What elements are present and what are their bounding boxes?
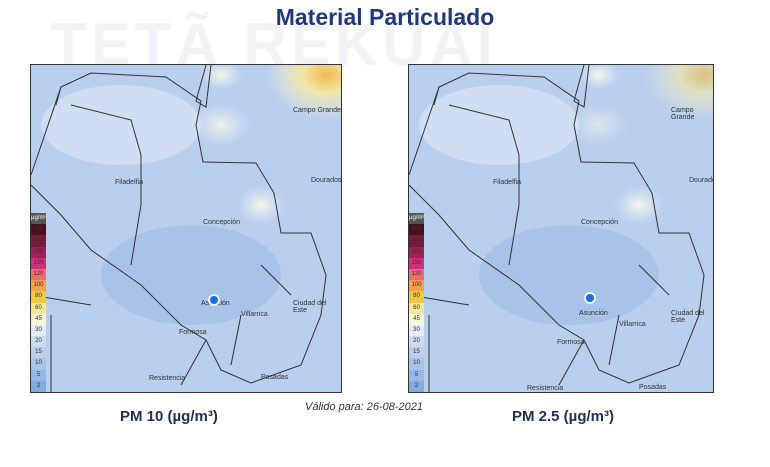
- legend-value: 300: [409, 235, 424, 247]
- page-title: Material Particulado: [275, 4, 495, 30]
- legend-value: 45: [409, 313, 424, 325]
- city-label: Ciudad del Este: [293, 300, 327, 314]
- pm10-map: µg/m³ 500 300 200 150 120 100 80 60 45 30 20 15 10 5 2…: [30, 64, 342, 393]
- legend-value: 5: [409, 369, 424, 381]
- legend-value: 120: [409, 268, 424, 281]
- legend-value: 150: [31, 257, 46, 269]
- legend-value: 45: [31, 313, 46, 325]
- legend-value: 60: [409, 302, 424, 314]
- legend-value: 30: [409, 324, 424, 337]
- location-marker: [584, 292, 596, 304]
- legend-value: 2: [409, 380, 424, 392]
- legend-unit: µg/m³: [409, 213, 424, 225]
- pm25-map: µg/m³ 500 300 200 150 120 100 80 60 45 30 20 15 10 5 2…: [408, 64, 714, 393]
- legend-value: 20: [409, 336, 424, 348]
- legend-value: 2: [31, 380, 46, 392]
- legend-value: 150: [409, 257, 424, 269]
- city-label: Ciudad del Este: [671, 310, 705, 324]
- location-marker: [208, 294, 220, 306]
- city-label: Villarrica: [619, 321, 646, 328]
- city-label: Formosa: [557, 339, 585, 346]
- color-legend: µg/m³ 500 300 200 150 120 100 80 60 45 30 20 15 10 5 2: [31, 213, 46, 392]
- legend-unit: µg/m³: [31, 213, 46, 225]
- map-background: [31, 65, 341, 392]
- pm10-caption: PM 10 (µg/m³): [120, 408, 218, 425]
- legend-value: 80: [31, 291, 46, 303]
- legend-value: 100: [409, 280, 424, 292]
- legend-value: 100: [31, 280, 46, 292]
- legend-value: 300: [31, 235, 46, 247]
- legend-value: 80: [409, 291, 424, 303]
- legend-value: 15: [31, 347, 46, 359]
- legend-value: 200: [31, 246, 46, 258]
- city-label: Filadelfia: [115, 179, 144, 186]
- city-label: Villarrica: [241, 311, 268, 318]
- legend-value: 120: [31, 268, 46, 281]
- city-label: Dourados: [311, 177, 342, 184]
- pm25-caption: PM 2.5 (µg/m³): [512, 408, 614, 425]
- city-label: Resistencia: [149, 375, 186, 382]
- city-label: Formosa: [179, 329, 207, 336]
- valid-date: Válido para: 26-08-2021: [305, 401, 424, 413]
- city-label: Posadas: [639, 384, 667, 391]
- legend-value: 10: [31, 358, 46, 370]
- color-legend: µg/m³ 500 300 200 150 120 100 80 60 45 30 20 15 10 5 2: [409, 213, 424, 392]
- city-label: Posadas: [261, 374, 289, 381]
- legend-value: 30: [31, 324, 46, 337]
- city-label: Asunción: [579, 310, 608, 317]
- city-label: Campo Grande: [671, 107, 695, 121]
- city-label: Concepción: [581, 219, 618, 226]
- city-label: Dourados: [689, 177, 713, 184]
- city-label: Resistencia: [527, 385, 564, 392]
- legend-value: 5: [31, 369, 46, 381]
- city-label: Concepción: [203, 219, 240, 226]
- legend-value: 60: [31, 302, 46, 314]
- legend-value: 15: [409, 347, 424, 359]
- map-background: [409, 65, 713, 392]
- legend-value: 500: [31, 224, 46, 236]
- legend-value: 10: [409, 358, 424, 370]
- legend-value: 200: [409, 246, 424, 258]
- legend-value: 500: [409, 224, 424, 236]
- legend-value: 20: [31, 336, 46, 348]
- city-label: Campo Grande: [293, 107, 341, 114]
- city-label: Filadelfia: [493, 179, 522, 186]
